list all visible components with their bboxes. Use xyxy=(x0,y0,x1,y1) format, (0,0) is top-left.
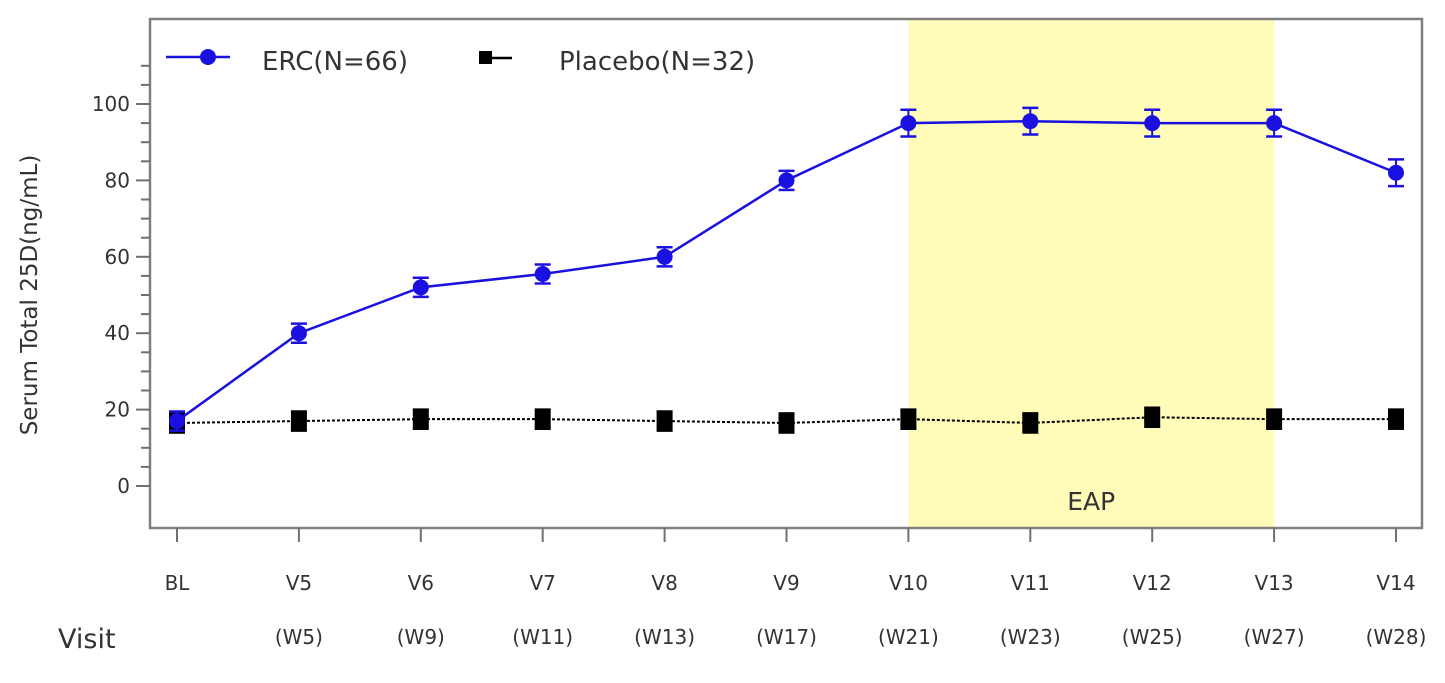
legend-erc-label: ERC(N=66) xyxy=(262,47,408,77)
data-point xyxy=(412,410,429,429)
legend-item-placebo: Placebo(N=32) xyxy=(479,47,755,77)
x-tick-label: V13 xyxy=(1255,571,1294,595)
data-point xyxy=(169,413,185,430)
data-point xyxy=(778,413,795,432)
data-point xyxy=(412,279,429,296)
data-point xyxy=(534,410,551,429)
x-tick-sublabel: (W28) xyxy=(1366,625,1427,649)
x-axis-title: Visit xyxy=(58,624,116,655)
series-erc xyxy=(169,106,1404,432)
legend-placebo-label: Placebo(N=32) xyxy=(559,47,755,77)
data-point xyxy=(656,412,673,431)
data-point xyxy=(1022,413,1039,432)
data-point xyxy=(900,410,917,429)
x-axis: BL V5 (W5) V6 (W9) V7 (W11) V8 (W13) V9 (W17) V10 (W… xyxy=(165,528,1427,649)
data-point xyxy=(900,115,917,132)
data-point xyxy=(1144,408,1161,427)
x-tick-label: V9 xyxy=(773,571,799,595)
y-tick-label: 20 xyxy=(105,398,130,422)
x-tick-sublabel: (W27) xyxy=(1244,625,1305,649)
x-tick-label: V7 xyxy=(529,571,555,595)
y-tick-label: 80 xyxy=(105,168,130,192)
y-axis: 0 20 40 60 80 100 xyxy=(92,64,150,498)
legend-erc-marker xyxy=(200,49,216,65)
eap-annotation: EAP xyxy=(1067,487,1115,516)
data-point xyxy=(1388,410,1404,429)
x-tick-sublabel: (W17) xyxy=(756,625,817,649)
x-tick-sublabel: (W23) xyxy=(1000,625,1061,649)
x-tick-sublabel: (W13) xyxy=(634,625,695,649)
shaded-region-layer xyxy=(908,19,1275,528)
x-tick-label: V11 xyxy=(1011,571,1050,595)
x-tick-label: V8 xyxy=(651,571,677,595)
eap-shaded-region xyxy=(908,19,1275,528)
data-point xyxy=(1266,115,1283,132)
legend: ERC(N=66) Placebo(N=32) xyxy=(166,47,755,77)
series-line xyxy=(176,416,1396,424)
legend-placebo-marker xyxy=(479,51,492,64)
data-point xyxy=(534,265,551,282)
x-tick-sublabel: (W21) xyxy=(878,625,939,649)
x-tick-sublabel: (W5) xyxy=(275,625,323,649)
data-point xyxy=(1266,410,1283,429)
data-point xyxy=(1022,113,1039,130)
data-point xyxy=(290,412,307,431)
data-point xyxy=(1144,115,1161,132)
x-tick-label: V5 xyxy=(286,571,312,595)
data-point xyxy=(1388,164,1404,181)
x-tick-label: BL xyxy=(165,571,191,595)
y-tick-label: 0 xyxy=(117,474,130,498)
x-tick-label: V10 xyxy=(889,571,928,595)
x-tick-sublabel: (W25) xyxy=(1122,625,1183,649)
data-point xyxy=(656,248,673,265)
x-tick-label: V12 xyxy=(1133,571,1172,595)
x-tick-label: V6 xyxy=(408,571,434,595)
legend-item-erc: ERC(N=66) xyxy=(166,47,408,77)
y-axis-title: Serum Total 25D(ng/mL) xyxy=(17,155,43,436)
x-tick-sublabel: (W9) xyxy=(397,625,445,649)
y-tick-label: 60 xyxy=(105,245,130,269)
data-point xyxy=(778,172,795,189)
y-tick-label: 100 xyxy=(92,92,130,116)
series-layer xyxy=(169,106,1404,434)
x-tick-label: V14 xyxy=(1376,571,1415,595)
data-point xyxy=(290,325,307,342)
x-tick-sublabel: (W11) xyxy=(512,625,573,649)
y-tick-label: 40 xyxy=(105,321,130,345)
